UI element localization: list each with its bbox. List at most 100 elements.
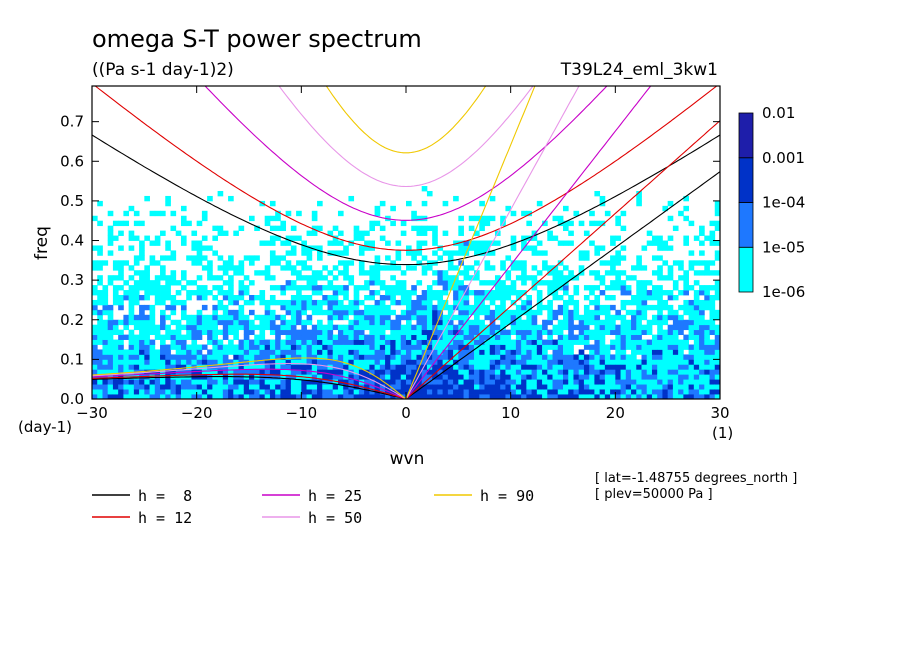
spectrum-cell [406, 299, 412, 306]
spectrum-cell [264, 344, 271, 350]
spectrum-cell [536, 354, 543, 360]
spectrum-cell [337, 384, 344, 390]
spectrum-cell [589, 374, 595, 380]
spectrum-cell [222, 260, 229, 266]
spectrum-cell [651, 394, 658, 399]
spectrum-cell [212, 275, 218, 281]
spectrum-cell [578, 394, 585, 399]
spectrum-cell [285, 304, 292, 311]
spectrum-cell [458, 359, 464, 365]
spectrum-cell [238, 354, 245, 360]
spectrum-cell [620, 339, 627, 345]
spectrum-cell [416, 314, 423, 321]
spectrum-cell [390, 275, 396, 281]
spectrum-cell [301, 250, 307, 256]
spectrum-cell [97, 389, 103, 395]
spectrum-cell [128, 344, 135, 350]
spectrum-cell [290, 309, 297, 316]
spectrum-cell [583, 250, 590, 256]
spectrum-cell [97, 354, 103, 360]
spectrum-cell [337, 260, 344, 266]
spectrum-cell [552, 265, 559, 271]
spectrum-cell [573, 285, 580, 291]
spectrum-cell [547, 354, 553, 360]
spectrum-cell [646, 329, 653, 336]
spectrum-cell [243, 255, 250, 261]
spectrum-cell [432, 314, 438, 321]
spectrum-cell [327, 344, 334, 350]
spectrum-cell [390, 220, 396, 227]
spectrum-cell [714, 339, 720, 345]
spectrum-cell [479, 349, 485, 355]
spectrum-cell [510, 329, 517, 336]
spectrum-cell [599, 280, 606, 286]
spectrum-cell [521, 304, 527, 311]
spectrum-cell [92, 260, 98, 266]
spectrum-cell [636, 374, 642, 380]
spectrum-cell [275, 339, 281, 345]
spectrum-cell [536, 280, 543, 286]
spectrum-cell [196, 260, 203, 266]
spectrum-cell [327, 295, 334, 301]
spectrum-cell [500, 384, 506, 390]
spectrum-cell [364, 389, 370, 395]
spectrum-cell [311, 394, 318, 399]
spectrum-cell [620, 329, 627, 336]
spectrum-cell [599, 394, 606, 399]
spectrum-cell [505, 374, 512, 380]
spectrum-cell [180, 285, 187, 291]
spectrum-cell [201, 319, 208, 326]
spectrum-cell [102, 329, 109, 336]
spectrum-cell [280, 344, 287, 350]
spectrum-cell [233, 309, 239, 316]
spectrum-cell [311, 334, 318, 340]
spectrum-cell [536, 394, 543, 399]
spectrum-cell [704, 304, 710, 311]
spectrum-cell [678, 314, 684, 321]
spectrum-cell [133, 334, 140, 340]
spectrum-cell [170, 270, 177, 276]
spectrum-cell [144, 235, 150, 241]
spectrum-cell [557, 369, 564, 375]
spectrum-cell [636, 324, 642, 331]
spectrum-cell [651, 290, 658, 296]
spectrum-cell [474, 369, 480, 375]
spectrum-cell [693, 349, 700, 355]
spectrum-cell [102, 319, 109, 326]
spectrum-cell [479, 324, 485, 331]
spectrum-cell [280, 265, 287, 271]
spectrum-cell [678, 329, 684, 336]
spectrum-cell [568, 295, 574, 301]
spectrum-cell [474, 215, 480, 222]
spectrum-cell [296, 285, 302, 291]
spectrum-cell [332, 240, 339, 246]
spectrum-cell [662, 374, 669, 380]
spectrum-cell [672, 394, 679, 399]
spectrum-cell [264, 324, 271, 331]
spectrum-cell [107, 374, 114, 380]
spectrum-cell [447, 359, 454, 365]
spectrum-cell [474, 309, 480, 316]
spectrum-cell [604, 260, 611, 266]
spectrum-cell [233, 349, 239, 355]
spectrum-cell [112, 379, 119, 385]
spectrum-cell [301, 245, 307, 251]
spectrum-cell [374, 280, 381, 286]
spectrum-cell [238, 314, 245, 321]
spectrum-cell [578, 220, 585, 227]
spectrum-cell [526, 299, 532, 306]
spectrum-cell [348, 275, 355, 281]
spectrum-cell [557, 394, 564, 399]
spectrum-cell [306, 374, 313, 380]
spectrum-cell [228, 285, 234, 291]
spectrum-cell [212, 235, 218, 241]
spectrum-cell [437, 394, 444, 399]
spectrum-cell [285, 285, 292, 291]
spectrum-cell [160, 295, 166, 301]
spectrum-cell [254, 389, 260, 395]
spectrum-cell [107, 240, 114, 246]
spectrum-cell [604, 344, 611, 350]
spectrum-cell [583, 384, 590, 390]
spectrum-cell [233, 270, 239, 276]
spectrum-cell [358, 344, 365, 350]
